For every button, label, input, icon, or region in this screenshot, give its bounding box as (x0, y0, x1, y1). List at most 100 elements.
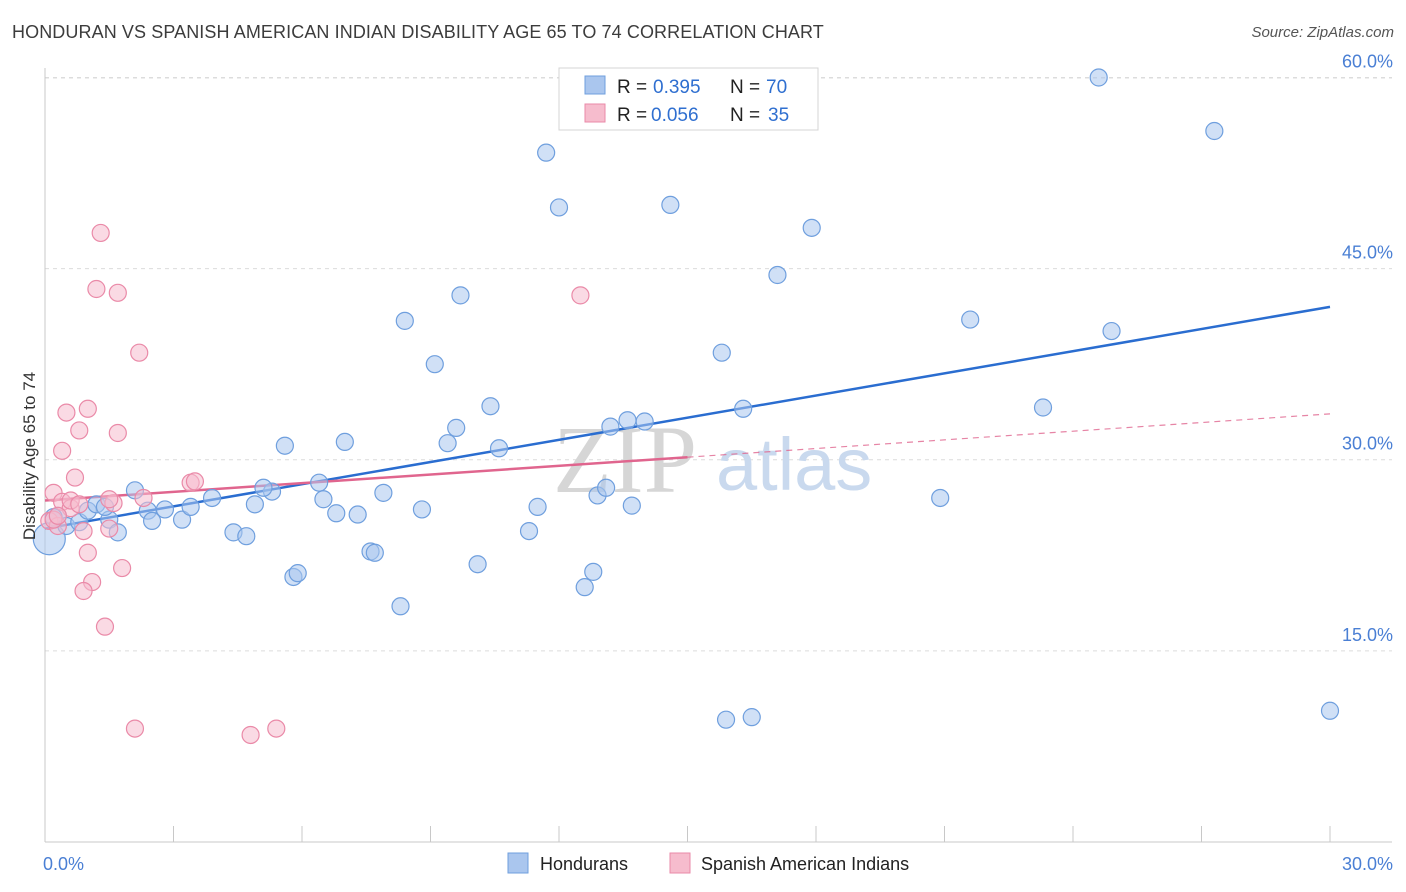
spanish-american-indian-point (267, 719, 286, 738)
grid-lines (45, 76, 1392, 652)
honduran-point (314, 490, 333, 509)
honduran-point (142, 511, 162, 531)
honduran-point (712, 343, 731, 362)
legend-swatch-spanish-american-indians (584, 103, 606, 123)
honduran-point (438, 434, 457, 453)
honduran-point (395, 311, 414, 330)
legend-r-label: R = (617, 105, 647, 126)
spanish-american-indian-point (95, 617, 115, 636)
spanish-american-indian-point (100, 490, 119, 509)
honduran-point (742, 708, 761, 727)
honduran-point (237, 527, 256, 546)
honduran-point (202, 488, 222, 508)
spanish-american-indian-point (134, 488, 153, 508)
spanish-american-indian-point (100, 519, 119, 538)
legend-row-hondurans: R = 0.395 N = 70 (584, 75, 787, 98)
y-tick-label: 30.0% (1342, 434, 1393, 454)
spanish-american-indian-point (130, 343, 149, 362)
x-tick-label: 0.0% (43, 854, 84, 874)
honduran-point (575, 578, 594, 597)
spanish-american-indians-trend-line (44, 455, 688, 502)
spanish-american-indian-point (70, 495, 89, 514)
legend-r-label: R = (617, 77, 647, 98)
honduran-point (310, 473, 329, 492)
axes (44, 68, 1392, 843)
source-label: Source: ZipAtlas.com (1251, 24, 1394, 41)
spanish-american-indian-point (185, 472, 205, 491)
data-points (32, 68, 1340, 745)
honduran-point (335, 432, 354, 452)
honduran-point (635, 412, 654, 431)
y-tick-label: 15.0% (1342, 625, 1393, 645)
honduran-point (489, 439, 509, 458)
spanish-american-indian-point (571, 286, 590, 305)
chart-title: HONDURAN VS SPANISH AMERICAN INDIAN DISA… (12, 22, 824, 42)
bottom-legend: Hondurans Spanish American Indians (507, 852, 909, 874)
spanish-american-indian-point (125, 719, 145, 738)
honduran-point (716, 710, 736, 729)
honduran-point (931, 488, 950, 508)
watermark: ZIP atlas (553, 406, 872, 513)
honduran-point (288, 564, 307, 583)
x-tick-label: 30.0% (1342, 854, 1393, 874)
honduran-point (425, 355, 444, 374)
watermark-atlas: atlas (716, 423, 872, 506)
honduran-point (447, 418, 466, 437)
legend-n-value: 35 (768, 105, 789, 126)
honduran-point (1320, 701, 1340, 720)
y-tick-label: 60.0% (1342, 51, 1393, 71)
honduran-point (802, 218, 821, 237)
honduran-point (181, 497, 200, 516)
spanish-american-indian-point (108, 283, 127, 302)
honduran-point (961, 310, 980, 329)
honduran-point (468, 555, 487, 574)
honduran-point (481, 397, 500, 416)
honduran-point (601, 417, 620, 436)
honduran-point (172, 510, 192, 529)
spanish-american-indian-point (241, 725, 260, 745)
spanish-american-indian-point (108, 423, 127, 443)
y-tick-labels: 15.0% 30.0% 45.0% 60.0% (1342, 51, 1393, 644)
legend-row-spanish-american-indians: R = 0.056 N = 35 (584, 103, 789, 126)
spanish-american-indian-point (53, 441, 72, 460)
honduran-point (1033, 398, 1053, 417)
spanish-american-indian-point (78, 543, 97, 562)
spanish-american-indian-point (91, 223, 110, 243)
honduran-point (245, 495, 264, 514)
honduran-point (622, 496, 641, 515)
legend-n-label: N = (730, 105, 760, 126)
legend-r-value: 0.056 (651, 105, 699, 126)
honduran-point (155, 500, 175, 519)
honduran-point (451, 286, 470, 305)
honduran-point (275, 436, 294, 455)
honduran-point (528, 497, 547, 516)
legend-swatch-hondurans (584, 75, 606, 95)
y-axis-title: Disability Age 65 to 74 (20, 372, 39, 540)
honduran-point (412, 500, 432, 519)
honduran-point (768, 265, 787, 285)
honduran-point (254, 478, 273, 497)
legend-n-label: N = (730, 77, 760, 98)
bottom-legend-swatch-hondurans (507, 852, 529, 874)
honduran-point (1089, 68, 1108, 87)
legend-n-value: 70 (766, 77, 787, 98)
legend: R = 0.395 N = 70 R = 0.056 N = 35 (558, 67, 819, 131)
bottom-legend-label-spanish-american-indians: Spanish American Indians (701, 854, 909, 874)
spanish-american-indian-point (87, 279, 106, 299)
honduran-point (597, 478, 616, 497)
spanish-american-indian-point (65, 468, 85, 487)
honduran-point (549, 198, 569, 217)
honduran-point (327, 504, 346, 523)
honduran-point (537, 143, 556, 162)
honduran-point (365, 543, 384, 562)
spanish-american-indian-point (48, 506, 67, 525)
legend-r-value: 0.395 (653, 77, 701, 98)
honduran-point (1205, 121, 1224, 141)
honduran-point (584, 562, 603, 581)
honduran-point (348, 505, 367, 524)
spanish-american-indians-trend-extension (687, 413, 1331, 458)
honduran-point (1102, 321, 1121, 341)
x-tick-labels: 0.0% 30.0% (43, 854, 1393, 874)
honduran-point (519, 521, 539, 541)
